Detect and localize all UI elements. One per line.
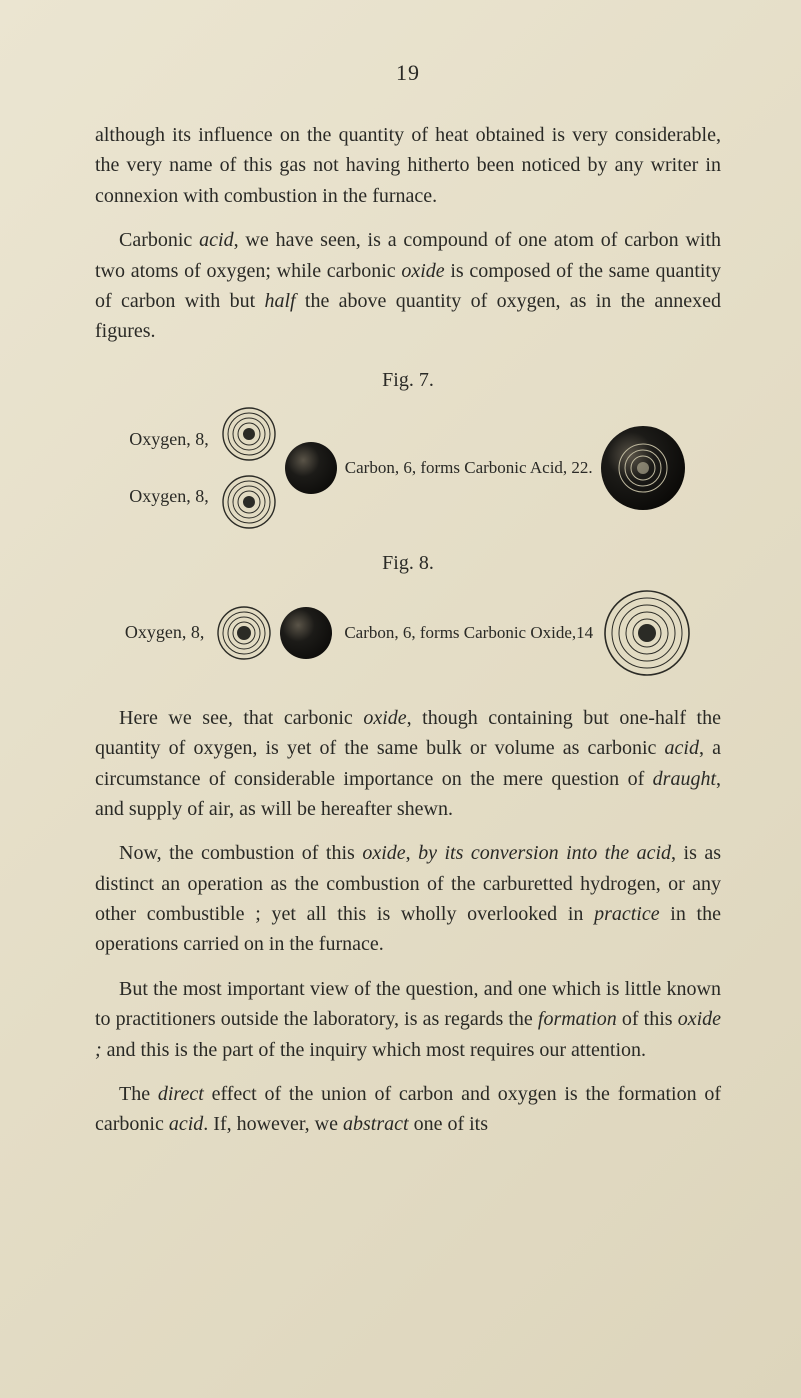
fig7-center-text: Carbon, 6, forms Carbonic Acid, 22. [345,458,593,478]
carbon-ball-icon [283,440,339,496]
fig7-oxygen-top-label: Oxygen, 8, [129,429,209,450]
paragraph-1: although its influence on the quantity o… [95,120,721,211]
fig7-caption: Fig. 7. [95,369,721,392]
fig7-oxygen-bottom-label: Oxygen, 8, [129,486,209,507]
p6-italic-acid: acid [169,1113,203,1135]
p2-italic-oxide: oxide [401,260,444,282]
p4-italic-oxide: oxide [362,842,405,864]
p3-italic-oxide: oxide [363,707,406,729]
p6-text-a: The [119,1083,158,1105]
p4-text-a: Now, the combustion of this [119,842,362,864]
p4-text-b: , [406,842,418,864]
p6-text-d: one of its [409,1113,488,1135]
p3-italic-acid: acid [665,737,699,759]
fig8-center-text: Carbon, 6, forms Carbonic Oxide,14 [344,623,593,643]
oxygen-ball-dotted-icon [216,605,272,661]
oxygen-ball-icon [221,406,277,462]
p4-italic-by: by its conversion into the acid [418,842,671,864]
p3-italic-draught: draught [653,768,716,790]
fig8-oxygen-label: Oxygen, 8, [125,622,205,643]
fig8-caption: Fig. 8. [95,552,721,575]
p5-italic-formation: formation [538,1008,617,1030]
p5-text-c: and this is the part of the inquiry whic… [102,1039,646,1061]
fig7-middle: Carbon, 6, forms Carbonic Acid, 22. [283,424,687,512]
p3-text-a: Here we see, that carbonic [119,707,363,729]
paragraph-5: But the most important view of the quest… [95,974,721,1065]
p2-italic-acid: acid [199,229,233,251]
p2-italic-half: half [264,290,295,312]
carbonic-acid-ball-icon [599,424,687,512]
p6-italic-direct: direct [158,1083,204,1105]
paragraph-3: Here we see, that carbonic oxide, though… [95,703,721,825]
page-number: 19 [95,60,721,86]
p4-italic-practice: practice [594,903,660,925]
fig7-oxygen-balls [221,406,277,530]
paragraph-2: Carbonic acid, we have seen, is a compou… [95,225,721,347]
figure-7: Oxygen, 8, Oxygen, 8, [95,406,721,530]
paragraph-4: Now, the combustion of this oxide, by it… [95,838,721,960]
carbon-ball-icon [278,605,334,661]
p6-italic-abstract: abstract [343,1113,409,1135]
p6-text-c: . If, however, we [203,1113,343,1135]
fig7-oxygen-labels: Oxygen, 8, Oxygen, 8, [129,429,209,507]
paragraph-6: The direct effect of the union of carbon… [95,1079,721,1140]
oxygen-ball-icon [221,474,277,530]
scanned-page: 19 although its influence on the quantit… [0,0,801,1398]
figure-8: Oxygen, 8, Carbon, 6, forms Carbo [95,589,721,677]
carbonic-oxide-ball-icon [603,589,691,677]
p5-text-b: of this [617,1008,678,1030]
p2-text-a: Carbonic [119,229,199,251]
